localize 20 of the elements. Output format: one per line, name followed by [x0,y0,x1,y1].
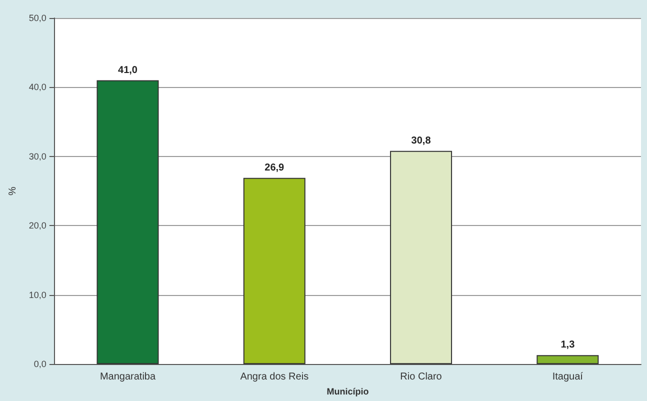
x-tick-label: Rio Claro [400,372,442,383]
y-tick-label: 50,0 [28,13,46,23]
bar [96,80,159,364]
x-tick-label: Angra dos Reis [240,372,309,383]
data-label: 41,0 [118,64,138,76]
x-tick-label: Mangaratiba [100,372,156,383]
y-tick-label: 10,0 [28,290,46,300]
data-label: 30,8 [411,135,432,146]
y-tick-label: 0,0 [34,359,46,370]
data-label: 26,9 [264,162,285,174]
y-tick-label: 30,0 [28,151,46,162]
x-tick-label: Itaguaí [552,372,584,383]
y-axis-title: % [8,186,18,196]
bar [536,355,599,364]
data-label: 1,3 [560,340,576,351]
y-tick-label: 20,0 [28,220,46,231]
x-axis-title: Município [326,386,370,396]
bar [243,178,306,364]
bar [390,150,452,364]
y-tick-label: 40,0 [28,82,46,92]
